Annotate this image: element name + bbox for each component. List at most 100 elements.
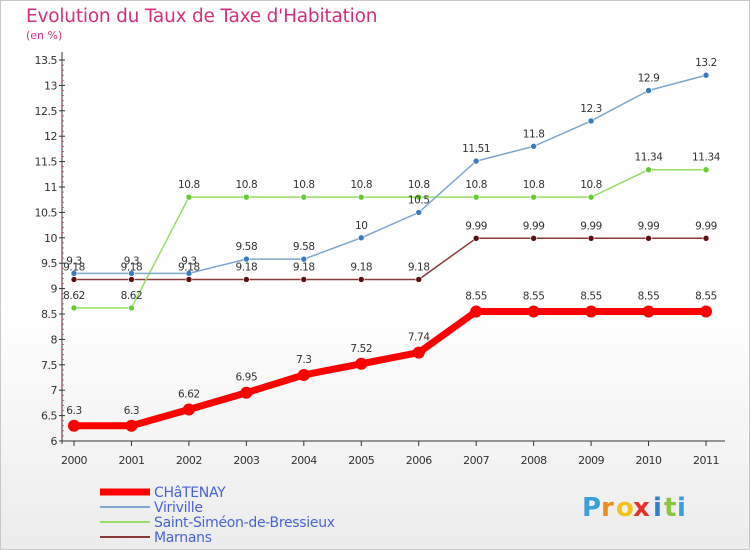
data-label: 10 (355, 220, 368, 232)
y-tick-label: 13.5 (35, 54, 58, 67)
data-point (702, 235, 710, 242)
y-tick-label: 8.5 (41, 308, 57, 321)
y-tick-label: 9.5 (41, 257, 57, 270)
data-point (702, 166, 710, 174)
legend-label: Saint-Siméon-de-Bressieux (154, 515, 335, 531)
data-label: 9.18 (235, 261, 257, 273)
data-point (587, 235, 595, 242)
data-point (530, 143, 537, 150)
data-point (415, 276, 423, 283)
y-tick-label: 8 (51, 333, 58, 346)
data-point (700, 305, 712, 318)
data-label: 10.8 (350, 179, 372, 191)
series-line (74, 168, 706, 309)
y-tick-label: 11.5 (35, 156, 58, 169)
data-point (415, 193, 423, 201)
data-label: 9.18 (408, 261, 430, 273)
data-label: 8.55 (580, 290, 602, 302)
data-point (585, 305, 598, 318)
legend-label: Viriville (154, 500, 203, 516)
data-label: 9.99 (523, 220, 545, 232)
y-tick-label: 7.5 (41, 359, 57, 372)
data-label: 9.18 (63, 261, 85, 273)
y-tick-label: 7 (51, 384, 58, 397)
data-point (243, 276, 250, 283)
data-label: 7.3 (296, 354, 312, 366)
data-label: 10.8 (465, 179, 487, 191)
data-label: 9.3 (181, 255, 197, 267)
data-label: 8.62 (121, 290, 143, 302)
data-label: 9.18 (178, 261, 200, 273)
x-tick-label: 2004 (291, 454, 317, 467)
y-tick-label: 11 (44, 181, 57, 194)
data-point (185, 193, 193, 201)
data-point (412, 346, 425, 359)
data-label: 9.99 (638, 220, 660, 232)
legend: CHâTENAYVirivilleSaint-Siméon-de-Bressie… (100, 485, 335, 546)
data-point (128, 276, 135, 283)
data-point (642, 305, 655, 318)
data-label: 12.9 (638, 72, 660, 84)
data-label: 8.55 (523, 290, 545, 302)
y-tick-label: 6 (51, 435, 58, 448)
data-point (702, 71, 710, 79)
data-point (645, 235, 652, 242)
data-label: 8.55 (465, 290, 487, 302)
x-tick-label: 2011 (693, 454, 719, 467)
data-label: 10.8 (523, 179, 545, 191)
logo-letter: i (653, 493, 663, 523)
logo-letter: P (582, 493, 602, 523)
data-point (125, 419, 138, 432)
x-tick-label: 2009 (578, 454, 604, 467)
proxiti-logo: Pr ox i t i (582, 493, 687, 523)
data-point (243, 193, 250, 201)
data-label: 9.99 (695, 220, 717, 232)
data-point (645, 87, 652, 94)
data-point (300, 193, 308, 201)
y-tick-label: 10 (44, 232, 57, 245)
y-tick-label: 13 (44, 79, 57, 92)
data-label: 9.18 (121, 261, 143, 273)
y-tick-label: 10.5 (35, 206, 58, 219)
axes: 6 6.5 7 7.5 8 8.5 9 9.5 10 10.5 11 11.5 12 12.5 13 13.5… (35, 52, 725, 467)
data-label: 11.8 (523, 128, 545, 140)
data-point (128, 304, 135, 312)
data-label: 8.55 (695, 290, 717, 302)
data-point (355, 357, 368, 370)
data-label: 9.58 (235, 241, 257, 253)
data-point (185, 270, 193, 277)
data-point (240, 386, 253, 399)
data-label: 6.62 (178, 389, 200, 401)
data-label: 6.3 (66, 405, 82, 417)
data-label: 7.74 (408, 332, 430, 344)
series-layer (68, 71, 712, 432)
data-label: 10.8 (235, 179, 257, 191)
data-point (300, 276, 308, 283)
chart-subtitle: (en %) (26, 29, 63, 42)
chart-title: Evolution du Taux de Taxe d'Habitation (26, 6, 378, 27)
y-tick-label: 12.5 (35, 105, 58, 118)
data-point (587, 193, 595, 201)
logo-letter: i (677, 493, 687, 523)
data-point (243, 255, 250, 263)
data-label: 13.2 (695, 57, 717, 69)
series-line (74, 307, 706, 430)
data-labels: 9.18 9.18 9.18 9.18 9.18 9.18 9.18 9.99 9.99 9.99… (63, 57, 721, 417)
data-point (472, 157, 480, 165)
data-point (70, 304, 78, 312)
data-point (68, 419, 80, 432)
data-point (472, 235, 480, 242)
data-label: 11.34 (692, 152, 721, 164)
data-label: 6.3 (124, 405, 140, 417)
data-label: 8.62 (63, 290, 85, 302)
data-point (527, 305, 540, 318)
data-label: 11.34 (635, 152, 664, 164)
series-line (74, 237, 706, 281)
data-label: 11.51 (462, 143, 490, 155)
data-point (357, 234, 365, 242)
data-label: 10.8 (293, 179, 315, 191)
x-tick-label: 2000 (61, 454, 87, 467)
data-label: 9.18 (350, 261, 372, 273)
